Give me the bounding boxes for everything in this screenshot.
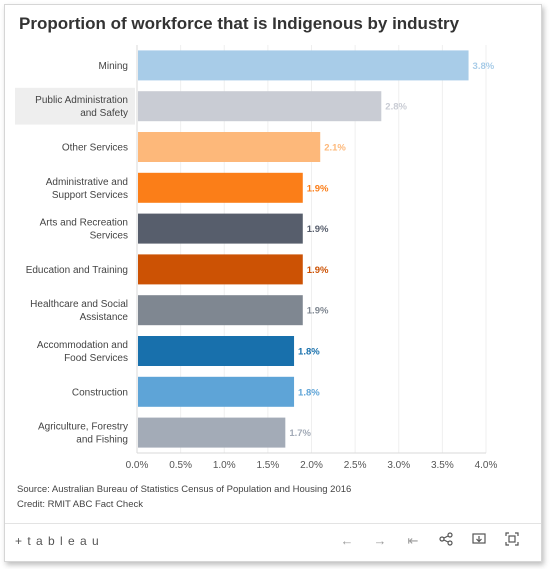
bar[interactable] (138, 376, 295, 407)
value-label: 2.1% (324, 143, 346, 154)
x-tick-label: 0.5% (169, 460, 192, 471)
bar[interactable] (138, 213, 303, 244)
x-tick-label: 3.5% (431, 460, 454, 471)
bar[interactable] (138, 50, 469, 81)
x-tick-label: 0.0% (126, 460, 149, 471)
undo-icon[interactable]: ← (340, 533, 354, 548)
value-label: 1.9% (307, 224, 329, 235)
bar[interactable] (138, 336, 295, 366)
x-tick-label: 4.0% (475, 460, 498, 471)
value-label: 1.8% (298, 387, 320, 398)
value-label: 1.8% (298, 347, 320, 358)
category-label: Arts and Recreation Services (40, 218, 128, 242)
tableau-toolbar: + t a b l e a u ← → ⇤ (5, 523, 541, 560)
x-tick-label: 2.0% (300, 460, 323, 471)
category-label: Public Administration and Safety (35, 95, 128, 119)
value-label: 1.9% (307, 265, 329, 276)
x-tick-label: 2.5% (344, 460, 367, 471)
category-label: Education and Training (26, 265, 128, 276)
bar-chart: Mining 3.8% Public Administration and Safet… (15, 45, 498, 471)
value-label: 1.7% (289, 428, 311, 439)
value-label: 1.9% (307, 306, 329, 317)
category-label: Agriculture, Forestry and Fishing (38, 422, 128, 446)
tableau-logo-text: + t a b l e a u (15, 534, 100, 548)
source-note: Source: Australian Bureau of Statistics … (17, 484, 352, 495)
download-icon[interactable] (470, 532, 488, 550)
category-label: Healthcare and Social Assistance (30, 299, 128, 323)
credit-note: Credit: RMIT ABC Fact Check (17, 499, 143, 510)
bar[interactable] (138, 417, 286, 448)
category-label: Other Services (62, 143, 128, 154)
redo-icon[interactable]: → (373, 533, 387, 548)
x-tick-label: 1.5% (256, 460, 279, 471)
value-label: 2.8% (385, 102, 407, 113)
bar[interactable] (138, 91, 382, 122)
chart-title: Proportion of workforce that is Indigeno… (19, 14, 460, 33)
tableau-logo[interactable]: + t a b l e a u (15, 534, 100, 548)
bar[interactable] (138, 132, 321, 162)
share-icon[interactable] (437, 532, 455, 550)
value-label: 3.8% (473, 61, 495, 72)
x-tick-label: 3.0% (387, 460, 410, 471)
category-label: Mining (99, 61, 128, 72)
row-highlight (15, 87, 135, 125)
bar[interactable] (138, 172, 303, 203)
x-tick-label: 1.0% (213, 460, 236, 471)
bar[interactable] (138, 295, 303, 326)
viz-frame: Proportion of workforce that is Indigeno… (4, 4, 542, 562)
fullscreen-icon[interactable] (503, 532, 521, 550)
category-label: Accommodation and Food Services (37, 340, 128, 364)
bar[interactable] (138, 254, 303, 285)
category-label: Administrative and Support Services (46, 177, 128, 201)
revert-icon[interactable]: ⇤ (407, 533, 419, 548)
category-label: Construction (72, 387, 128, 398)
value-label: 1.9% (307, 183, 329, 194)
